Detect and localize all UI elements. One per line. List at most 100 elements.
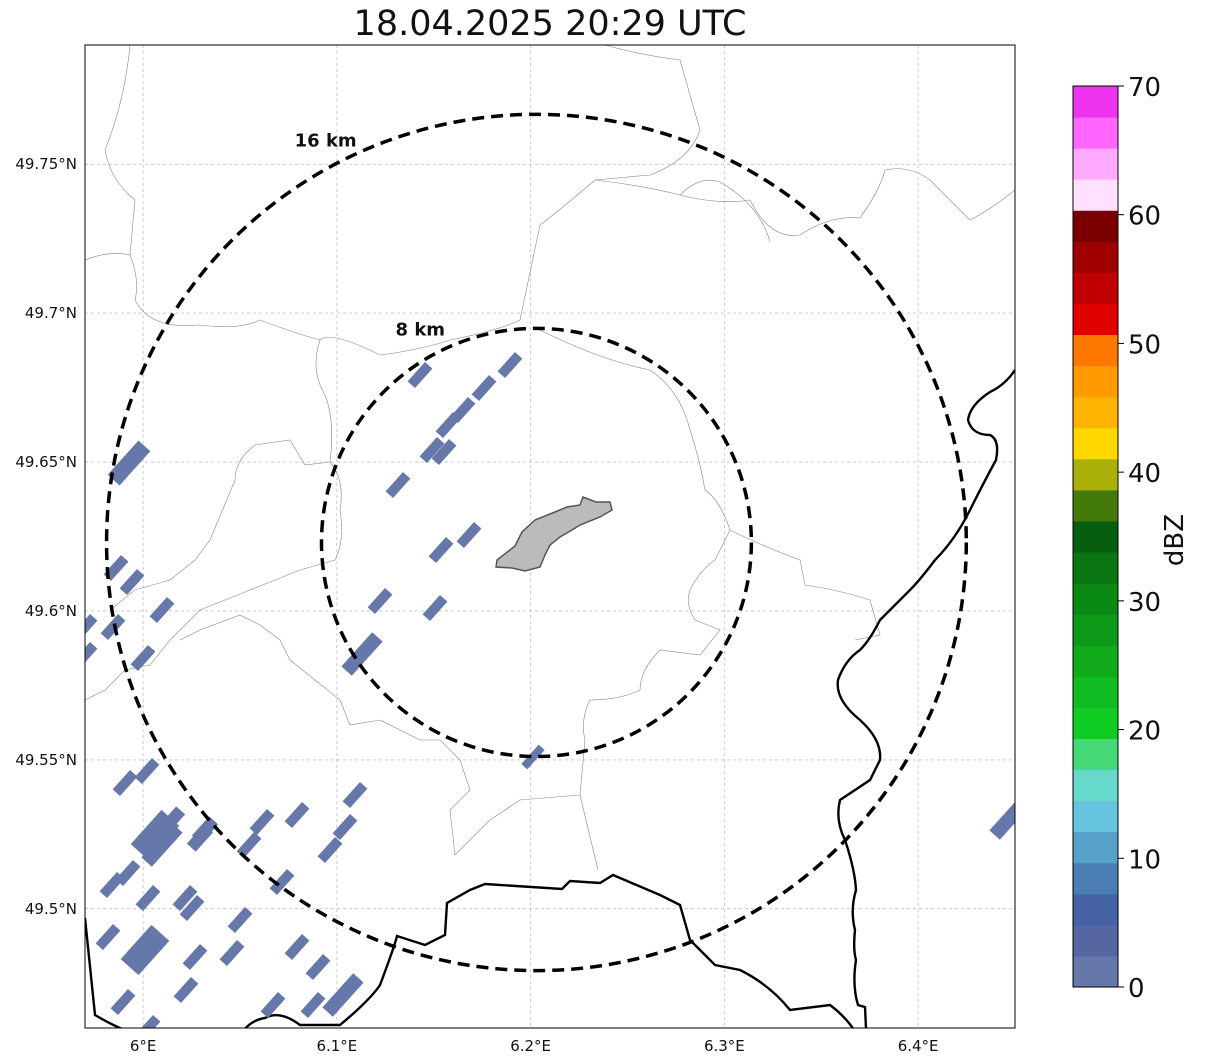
colorbar-segment [1073,303,1118,336]
colorbar-tick-label: 60 [1128,202,1161,232]
colorbar-segment [1073,179,1118,211]
colorbar-tick-label: 50 [1128,330,1161,360]
colorbar-segment [1073,893,1118,926]
colorbar-tick-label: 0 [1128,974,1145,1004]
radar-echo [332,813,358,841]
range-rings [104,112,969,973]
radar-echo [191,816,219,844]
colorbar-label: dBZ [1160,514,1190,566]
radar-echo [120,924,170,976]
colorbar-segment [1073,458,1118,491]
colorbar-segment [1073,924,1118,957]
radar-echo [305,953,331,981]
colorbar-segment [1073,707,1118,739]
radar-echo [407,361,433,389]
colorbar-segment [1073,676,1118,708]
municipal-boundaries [85,45,1015,871]
radar-echo [367,587,393,615]
radar-echo [135,884,161,912]
map-title: 18.04.2025 20:29 UTC [353,4,747,44]
radar-echo [85,641,98,669]
radar-echo [103,554,129,582]
radar-echo [179,894,205,922]
colorbar-segment [1073,117,1118,149]
x-tick-label: 6.3°E [704,1037,745,1055]
colorbar-segment [1073,489,1118,522]
radar-echo [284,933,310,961]
colorbar-segment [1073,427,1118,460]
colorbar-segment [1073,800,1118,833]
radar-echo [456,521,482,549]
x-tick-label: 6.1°E [316,1037,357,1055]
gridlines [85,45,1015,1028]
radar-echo [95,923,121,951]
radar-echo [989,796,1015,840]
radar-echo [497,351,523,379]
colorbar-segment [1073,86,1118,118]
radar-echo [219,939,245,967]
radar-echo [284,801,310,829]
colorbar-segment [1073,148,1118,180]
colorbar-segment [1073,645,1118,677]
radar-echo [471,374,497,402]
colorbar-segment [1073,365,1118,398]
radar-echo [342,781,368,809]
radar-echo [521,744,545,770]
range-ring [104,112,969,973]
colorbar-segment [1073,955,1118,988]
y-tick-label: 49.7°N [25,304,77,322]
range-ring-labels: 8 km 16 km [295,130,445,340]
radar-echo [134,757,160,785]
colorbar-segments [1073,86,1118,988]
radar-echo [422,594,448,622]
colorbar-segment [1073,738,1118,771]
radar-echo [385,471,411,499]
colorbar-segment [1073,241,1118,273]
colorbar-tick-label: 40 [1128,459,1161,489]
colorbar-segment [1073,862,1118,895]
colorbar-segment [1073,334,1118,367]
radar-echoes [85,351,1015,1028]
x-tick-label: 6°E [130,1037,157,1055]
radar-echo [85,613,98,641]
y-tick-label: 49.75°N [15,155,77,173]
radar-echo [182,943,208,971]
map-frame [84,44,1016,1029]
radar-echo [428,536,454,564]
colorbar-segment [1073,272,1118,304]
radar-echo [431,438,457,466]
radar-echo [173,976,199,1004]
radar-echo [158,806,186,834]
city-outline [495,496,613,572]
radar-echo [249,808,275,836]
y-tick-label: 49.55°N [15,751,77,769]
colorbar-segment [1073,769,1118,802]
radar-echo [450,396,476,424]
colorbar-segment [1073,552,1118,584]
radar-echo [135,1014,161,1028]
radar-echo [107,440,151,486]
radar-echo [419,436,445,464]
y-tick-label: 49.5°N [25,900,77,918]
radar-echo [227,906,253,934]
colorbar-segment [1073,614,1118,646]
radar-echo [322,973,364,1017]
colorbar-segment [1073,396,1118,429]
y-tick-label: 49.6°N [25,602,77,620]
radar-echo [172,884,198,912]
radar-echo [341,632,383,676]
radar-echo [141,823,183,867]
radar-echo [100,613,126,641]
x-axis-ticks: 6°E 6.1°E 6.2°E 6.3°E 6.4°E [130,1037,939,1055]
radar-echo [300,991,326,1019]
y-tick-label: 49.65°N [15,453,77,471]
range-ring-label: 16 km [295,130,357,151]
radar-echo [130,644,156,672]
range-ring [319,326,754,759]
colorbar-tick-label: 70 [1128,73,1161,103]
radar-echo [236,831,262,859]
radar-echo [317,836,343,864]
colorbar-segment [1073,520,1118,553]
